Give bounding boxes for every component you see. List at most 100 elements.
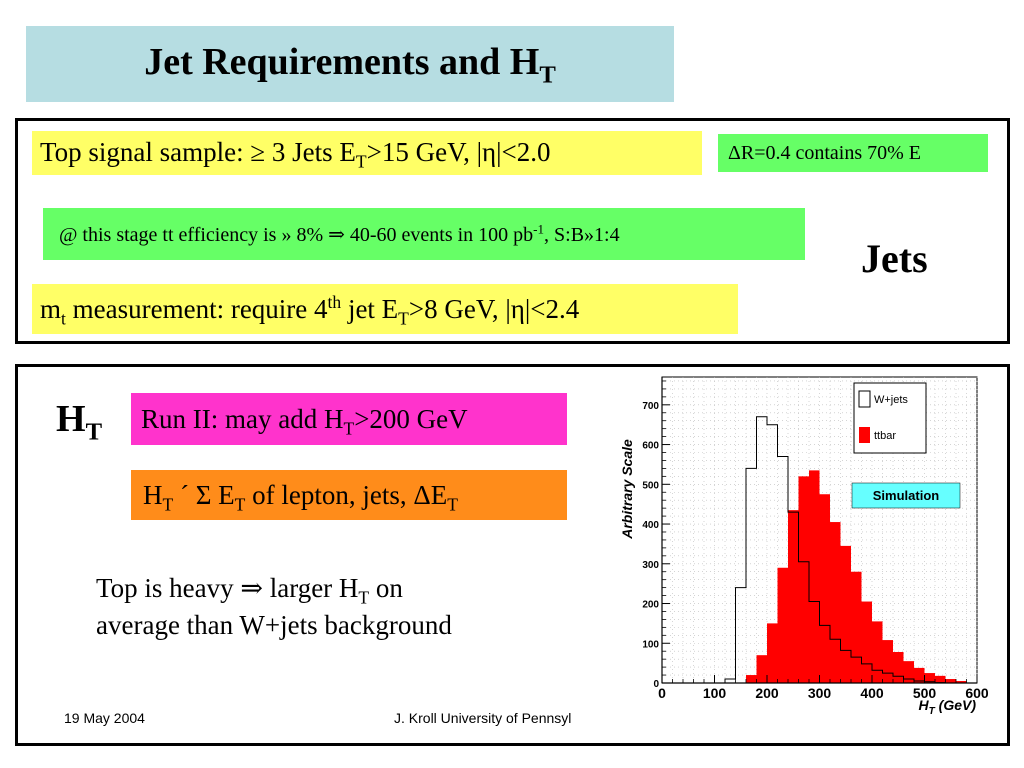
heavy-line1-sub: T	[358, 587, 370, 608]
x-tick-label: 300	[808, 685, 832, 701]
y-tick-label: 700	[642, 401, 659, 412]
footer-date: 19 May 2004	[64, 710, 145, 726]
heavy-line1-prefix: Top is heavy ⇒ larger H	[96, 573, 359, 603]
ttbar-bar	[945, 679, 956, 683]
ttbar-bar	[788, 510, 799, 683]
mt-sup: th	[327, 292, 342, 312]
ht-definition-box: HT ´ Σ ET of lepton, jets, ΔET	[131, 470, 567, 520]
y-tick-label: 500	[642, 480, 659, 491]
ttbar-bar	[903, 661, 914, 683]
ttbar-bar	[809, 470, 820, 683]
mt-suffix: >8 GeV, |η|<2.4	[408, 294, 580, 324]
y-axis-label: Arbitrary Scale	[619, 439, 635, 540]
delta-r-text: ΔR=0.4 contains 70% E	[728, 142, 922, 164]
legend-wjets-label: W+jets	[874, 394, 908, 406]
y-tick-label: 600	[642, 441, 659, 452]
ttbar-bar	[882, 640, 893, 683]
mt-mid: measurement: require 4	[65, 294, 328, 324]
footer-author: J. Kroll University of Pennsyl	[394, 710, 572, 726]
chart-grid	[661, 377, 978, 684]
ttbar-bar	[746, 675, 757, 683]
chart-legend: W+jets ttbar	[853, 382, 927, 454]
run2-prefix: Run II: may add H	[141, 404, 344, 434]
jets-panel: Top signal sample: ≥ 3 Jets ET>15 GeV, |…	[15, 118, 1010, 344]
legend-ttbar-label: ttbar	[874, 430, 896, 442]
ttbar-bar	[914, 667, 925, 683]
x-axis-label-sub: T	[929, 706, 936, 717]
top-signal-prefix: Top signal sample: ≥ 3 Jets E	[40, 137, 356, 167]
x-axis-label: HT (GeV)	[919, 697, 977, 717]
page-title: Jet Requirements and HT	[26, 40, 674, 87]
title-banner: Jet Requirements and HT	[26, 26, 674, 102]
x-axis-label-unit: (GeV)	[935, 697, 977, 713]
y-tick-label: 400	[642, 520, 659, 531]
ttbar-bar	[819, 494, 830, 683]
top-signal-sub: T	[355, 151, 367, 172]
run2-sub: T	[343, 418, 355, 439]
ttbar-bar	[798, 476, 809, 683]
top-signal-suffix: >15 GeV, |η|<2.0	[366, 137, 551, 167]
ttbar-bar	[935, 675, 946, 683]
ttbar-bar	[767, 623, 778, 683]
efficiency-sup: -1	[533, 221, 545, 237]
mt-m-sub: t	[61, 308, 66, 329]
x-axis-label-main: H	[919, 697, 930, 713]
heavy-line1-suffix: on	[369, 573, 403, 603]
efficiency-box: @ this stage tt efficiency is » 8% ⇒ 40-…	[43, 208, 805, 260]
x-tick-label: 0	[658, 685, 666, 701]
page-title-text: Jet Requirements and H	[144, 41, 540, 83]
page-title-sub: T	[539, 61, 556, 89]
top-signal-box: Top signal sample: ≥ 3 Jets ET>15 GeV, |…	[32, 131, 702, 175]
top-heavy-text: Top is heavy ⇒ larger HT on average than …	[96, 570, 452, 644]
y-tick-labels: 0 100 200 300 400 500 600 700	[642, 401, 659, 690]
y-tick-label: 300	[642, 560, 659, 571]
x-tick-label: 500	[913, 685, 937, 701]
ttbar-bar	[777, 567, 788, 683]
htdef-end-sub: T	[447, 494, 458, 515]
ht-label-sub: T	[85, 418, 103, 446]
ttbar-bar	[956, 681, 967, 683]
ttbar-bar	[840, 545, 851, 683]
ttbar-bar	[924, 673, 935, 683]
y-tick-label: 200	[642, 600, 659, 611]
simulation-badge-bg	[851, 482, 961, 509]
ht-panel: HT Run II: may add HT>200 GeV HT ´ Σ ET …	[15, 364, 1010, 746]
ht-label-main: H	[56, 398, 86, 440]
mt-sub2: T	[398, 308, 409, 329]
x-tick-label: 200	[755, 685, 779, 701]
mt-m: m	[40, 294, 62, 324]
legend-wjets-swatch	[858, 390, 871, 408]
simulation-badge: Simulation	[851, 482, 961, 509]
ttbar-bar	[872, 621, 883, 683]
ttbar-series	[746, 470, 967, 683]
run2-suffix: >200 GeV	[354, 404, 468, 434]
legend-ttbar-swatch	[859, 427, 870, 443]
x-tick-label: 100	[703, 685, 727, 701]
efficiency-suffix: , S:B»1:4	[544, 224, 620, 246]
htdef-suffix: of lepton, jets, ΔE	[245, 480, 448, 510]
simulation-badge-text: Simulation	[873, 488, 940, 503]
ttbar-bar	[756, 655, 767, 683]
delta-r-box: ΔR=0.4 contains 70% E	[718, 134, 988, 172]
htdef-h-sub: T	[162, 494, 174, 515]
x-tick-labels: 0 100 200 300 400 500 600	[658, 685, 988, 701]
efficiency-prefix: @ this stage tt efficiency is » 8% ⇒ 40-…	[59, 224, 534, 246]
jets-label: Jets	[861, 236, 928, 281]
mt-mid2: jet E	[341, 294, 399, 324]
x-tick-label: 600	[965, 685, 988, 701]
ttbar-bar	[851, 571, 862, 683]
htdef-mid: ´ Σ E	[173, 480, 235, 510]
y-tick-label: 0	[653, 679, 659, 690]
x-tick-label: 400	[860, 685, 884, 701]
ht-label: HT	[56, 397, 102, 444]
heavy-line2: average than W+jets background	[96, 610, 452, 640]
ttbar-bar	[893, 652, 904, 683]
ttbar-bar	[830, 522, 841, 683]
ttbar-bar	[861, 601, 872, 683]
ht-histogram-chart: 0 100 200 300 400 500 600 700 0 100 200 300 400 500 6…	[619, 376, 988, 717]
y-tick-label: 100	[642, 639, 659, 650]
chart-axes	[661, 377, 978, 684]
wjets-series	[662, 416, 977, 684]
htdef-h: H	[143, 480, 163, 510]
wjets-line	[662, 416, 977, 684]
